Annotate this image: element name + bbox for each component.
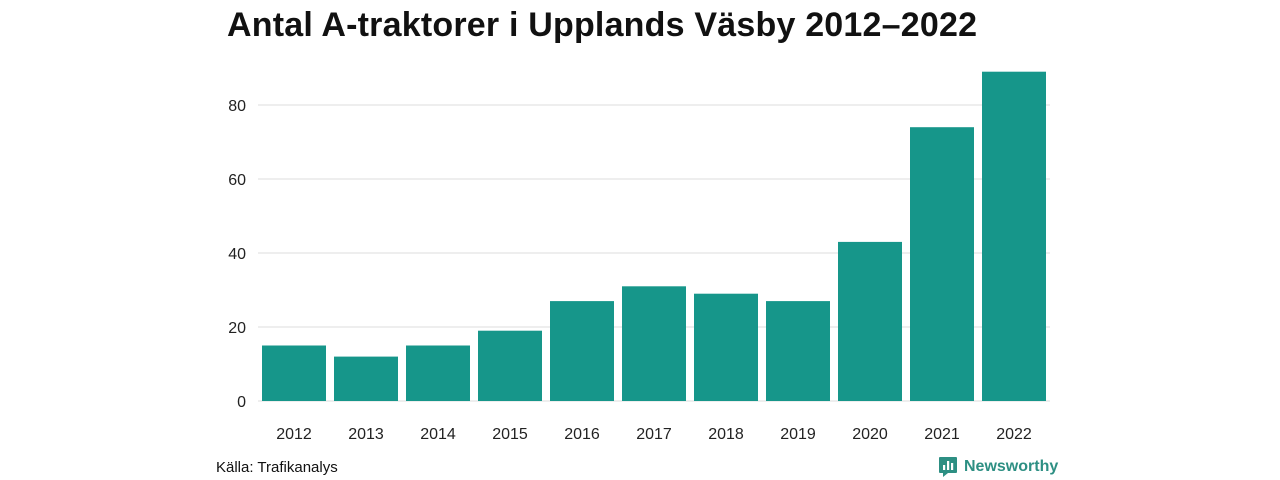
bar-2013 <box>334 356 398 401</box>
x-tick-label: 2015 <box>492 426 528 443</box>
bars <box>262 71 1046 401</box>
y-tick-label: 60 <box>228 172 246 189</box>
x-tick-label: 2019 <box>780 426 816 443</box>
bar-2017 <box>622 286 686 401</box>
bar-2018 <box>694 293 758 401</box>
y-axis-ticks: 0 20 40 60 80 <box>228 98 246 411</box>
bar-2016 <box>550 301 614 401</box>
bar-2012 <box>262 345 326 401</box>
y-tick-label: 20 <box>228 320 246 337</box>
brand-logo: Newsworthy <box>938 455 1058 479</box>
bar-2022 <box>982 71 1046 401</box>
x-tick-label: 2021 <box>924 426 960 443</box>
bar-2020 <box>838 241 902 401</box>
x-tick-label: 2012 <box>276 426 312 443</box>
x-tick-label: 2018 <box>708 426 744 443</box>
bar-chart-logo-icon <box>939 457 957 477</box>
bar-2014 <box>406 345 470 401</box>
x-tick-label: 2022 <box>996 426 1032 443</box>
bar-2015 <box>478 330 542 401</box>
y-tick-label: 0 <box>237 394 246 411</box>
brand-name: Newsworthy <box>964 458 1059 475</box>
bar-2019 <box>766 301 830 401</box>
source-note: Källa: Trafikanalys <box>216 459 338 476</box>
x-axis-ticks: 2012 2013 2014 2015 2016 2017 2018 2019 2020 2021… <box>276 426 1032 443</box>
chart-title: Antal A-traktorer i Upplands Väsby 2012–… <box>227 6 978 44</box>
bar-2021 <box>910 127 974 401</box>
x-tick-label: 2014 <box>420 426 456 443</box>
x-tick-label: 2020 <box>852 426 888 443</box>
y-tick-label: 80 <box>228 98 246 115</box>
x-tick-label: 2016 <box>564 426 600 443</box>
x-tick-label: 2013 <box>348 426 384 443</box>
x-tick-label: 2017 <box>636 426 672 443</box>
y-tick-label: 40 <box>228 246 246 263</box>
